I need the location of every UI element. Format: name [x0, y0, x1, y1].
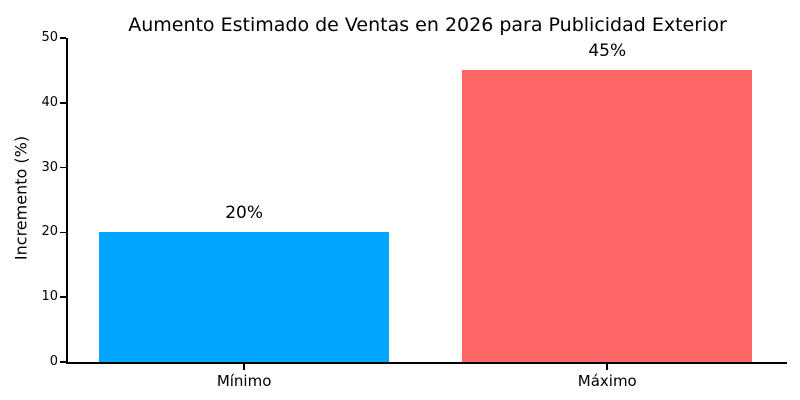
plot-area: 20% Mínimo 45% Máximo 0 10 20 30 40 50 [41, 30, 787, 390]
x-tick-label: Mínimo [216, 372, 272, 390]
bar [461, 70, 753, 362]
x-tick-mark [606, 364, 609, 370]
y-tick-label: 30 [41, 159, 58, 175]
x-tick-label: Máximo [577, 372, 637, 390]
y-tick-mark [60, 166, 66, 169]
chart-title: Aumento Estimado de Ventas en 2026 para … [128, 14, 727, 36]
y-tick-mark [60, 102, 66, 104]
y-tick-mark [60, 37, 66, 39]
y-axis-label: Incremento (%) [11, 135, 31, 261]
y-tick-label: 50 [41, 30, 58, 45]
bar [98, 232, 390, 362]
bar-value-label: 45% [588, 41, 627, 62]
y-tick-label: 40 [41, 94, 58, 110]
x-tick-mark [243, 364, 245, 370]
y-tick-label: 20 [41, 224, 58, 240]
y-tick-label: 0 [49, 354, 58, 369]
y-tick-mark [60, 231, 66, 234]
y-tick-mark [60, 361, 66, 363]
y-tick-mark [60, 296, 66, 298]
y-tick-label: 10 [41, 289, 58, 305]
bar-value-label: 20% [225, 203, 263, 224]
